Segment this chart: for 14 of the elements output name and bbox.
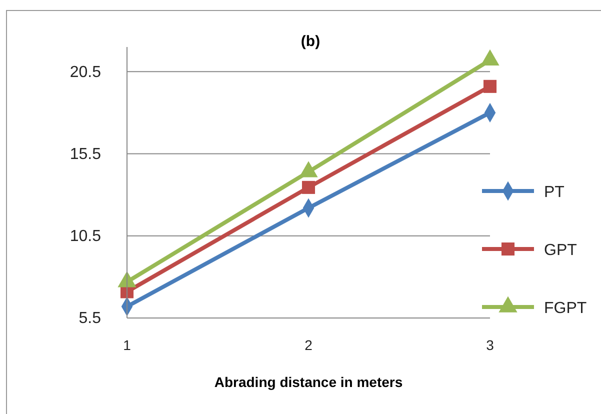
point	[302, 180, 316, 194]
x-tick-label: 3	[486, 336, 494, 353]
y-tick-label: 20.5	[70, 64, 102, 81]
y-tick-label: 10.5	[70, 228, 102, 245]
legend-label: GPT	[544, 242, 578, 259]
chart-title: (b)	[300, 33, 320, 50]
legend-label: FGPT	[544, 300, 587, 317]
x-tick-label: 2	[304, 336, 313, 353]
x-tick-label: 1	[123, 336, 132, 353]
legend-label: PT	[544, 184, 565, 201]
y-tick-label: 15.5	[70, 146, 102, 163]
y-tick-label: 5.5	[78, 310, 102, 328]
x-axis-title: Abrading distance in meters	[214, 374, 403, 390]
point	[483, 80, 497, 93]
